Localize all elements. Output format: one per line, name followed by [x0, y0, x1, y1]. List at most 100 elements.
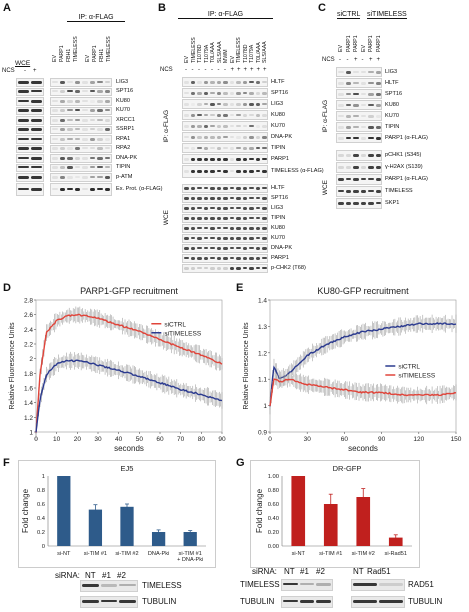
- panel-a-wce-blot: [16, 135, 44, 144]
- panel-b-ip-band: [236, 124, 241, 127]
- panel-a-row-label: SSRP1: [116, 126, 135, 133]
- panel-a-ip-band: [82, 80, 88, 84]
- panel-b-wce-band: [190, 207, 195, 210]
- panel-a-wce-band: [18, 109, 29, 113]
- panel-b-ip-band: [262, 102, 267, 105]
- y-tick-label: 1: [263, 403, 267, 410]
- panel-a-wce-band: [31, 80, 42, 84]
- panel-b-ip-band: [223, 170, 228, 173]
- panel-b-ip-band: [184, 170, 189, 173]
- panel-a-row-label: p-ATM: [116, 173, 133, 180]
- panel-b-wce-band: [229, 247, 234, 249]
- panel-a-wce-band: [31, 147, 42, 151]
- y-tick-label: 1.4: [258, 298, 267, 305]
- panel-c-lane-label: PARP1: [345, 35, 352, 52]
- y-tick-label: 2.8: [24, 298, 33, 305]
- panel-b-ip-band: [236, 135, 241, 139]
- panel-b-wce-band: [255, 237, 260, 239]
- panel-a-ip-band: [97, 80, 103, 83]
- panel-a-wce-band: [18, 128, 29, 132]
- panel-c-wce-band: [353, 166, 359, 169]
- panel-b-wce-band: [190, 227, 195, 230]
- panel-g-sirna-label: siRNA:: [252, 567, 277, 576]
- panel-a-ip-band: [104, 99, 110, 103]
- panel-a-ip-band: [89, 137, 95, 141]
- chart-title: DR-GFP: [333, 464, 362, 473]
- panel-a-ip-band: [97, 156, 103, 160]
- chart-border: [250, 460, 420, 568]
- panel-c-ip-band: [345, 136, 351, 139]
- panel-a-ncs-plus: +: [33, 68, 37, 74]
- panel-b-ip-band: [249, 102, 254, 106]
- panel-b-wce-band: [255, 227, 260, 230]
- x-tick-label: si-NT: [292, 551, 306, 557]
- panel-label-d: D: [3, 282, 11, 294]
- y-tick-label: 0.6: [37, 502, 45, 508]
- x-tick-label: si-TIM #1: [179, 551, 202, 557]
- panel-b-ip-band: [229, 80, 234, 84]
- series-line: [269, 322, 457, 407]
- panel-b-wce-row-label: SPT16: [271, 195, 289, 201]
- panel-b-ip-band: [216, 135, 221, 139]
- panel-a-ncs-label: NCS: [2, 68, 15, 74]
- panel-a-ip-blot: [50, 135, 112, 144]
- panel-a-ip-band: [82, 175, 88, 179]
- panel-b-wce-band: [249, 207, 254, 210]
- panel-c-lane-label: PARP1: [368, 35, 374, 52]
- panel-b-ip-band: [210, 170, 215, 173]
- panel-b-ip-row-label: HLTF: [271, 78, 285, 85]
- panel-a-ip-band: [89, 118, 95, 121]
- panel-c-wce-band: [360, 190, 366, 193]
- panel-b-wce-band: [184, 247, 189, 250]
- bar: [120, 506, 134, 546]
- panel-c-lane-label: PARP1: [375, 35, 382, 52]
- x-axis-label: seconds: [114, 444, 144, 453]
- panel-b-ip-band: [236, 102, 241, 106]
- panel-b-ip-band: [223, 113, 228, 117]
- panel-b-ip-band: [184, 102, 189, 106]
- panel-c-ip-band: [375, 125, 381, 129]
- panel-b-ip-band: [262, 135, 267, 139]
- panel-a-ip-band: [52, 166, 58, 170]
- panel-b-wce-band: [184, 217, 189, 220]
- panel-b-ip-band: [210, 80, 215, 84]
- panel-c-wce-band: [345, 154, 351, 157]
- panel-a-ip-band: [74, 80, 80, 84]
- panel-b-wce-band: [223, 197, 228, 200]
- panel-b-wce-band: [197, 257, 202, 260]
- panel-b-ip-band: [229, 102, 234, 106]
- panel-f-tubulin-band: [82, 600, 99, 603]
- panel-b-wce-band: [210, 207, 215, 209]
- panel-b-ip-band: [190, 146, 195, 150]
- panel-a-lane-label: FBH1: [99, 48, 105, 62]
- panel-b-wce-band: [184, 207, 189, 210]
- panel-c-ip-band: [368, 81, 374, 84]
- panel-a-ip-band: [74, 147, 80, 151]
- panel-a-ip-band: [67, 99, 73, 103]
- panel-b-wce-row-label: HLTF: [271, 185, 285, 191]
- x-tick-label: si-NT: [57, 551, 71, 557]
- panel-a-ip-band: [67, 166, 73, 170]
- panel-b-ip-row-label: KU70: [271, 122, 285, 129]
- panel-b-wce-band: [242, 217, 247, 220]
- panel-c-wce-band: [375, 178, 381, 181]
- panel-c-wce-band: [360, 178, 366, 180]
- panel-a-ip-band: [67, 128, 73, 132]
- panel-a-wce-band: [31, 175, 42, 179]
- panel-b-wce-band: [236, 217, 241, 220]
- panel-a-row-label: DNA-PK: [116, 154, 138, 161]
- panel-c-lane-label: EV: [338, 45, 344, 52]
- panel-b-ip-band: [203, 135, 208, 139]
- panel-b-ip-band: [210, 124, 215, 127]
- panel-a-ip-blot: [50, 163, 112, 172]
- panel-b-lane-label: EV: [229, 56, 236, 63]
- panel-a-ip-band: [89, 128, 95, 131]
- ku80-recruitment-chart: KU80-GFP recruitment 0.9 1 1.1 1.2 1.3 1.4 0 30 6…: [243, 286, 462, 453]
- panel-c-ip-band: [368, 103, 374, 106]
- panel-b-wce-band: [255, 197, 260, 199]
- panel-c-wce-band: [375, 202, 381, 204]
- panel-b-wce-band: [216, 207, 221, 210]
- panel-b-wce-row-label: KU70: [271, 235, 285, 241]
- panel-c-lane-label: PARP1: [353, 35, 359, 52]
- y-tick-label: 0.80: [268, 488, 279, 494]
